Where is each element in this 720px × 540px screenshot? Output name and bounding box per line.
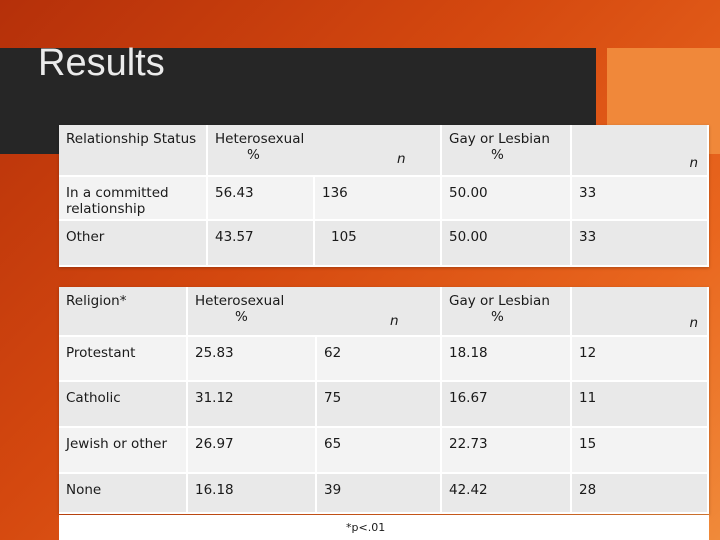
gay-n-cell: 33: [572, 221, 709, 267]
header-gay-n: n: [689, 315, 698, 331]
header-hetero-pct: %: [247, 147, 260, 163]
header-gay-n-cell: n: [572, 287, 709, 337]
header-hetero-pct: %: [235, 309, 248, 325]
slide-title: Results: [38, 42, 165, 84]
table-header-row: Religion* Heterosexual % Gay or Lesbian …: [59, 287, 709, 337]
header-heterosexual: Heterosexual %: [208, 125, 442, 177]
religion-table: Religion* Heterosexual % Gay or Lesbian …: [59, 287, 709, 514]
gay-pct-cell: 50.00: [442, 177, 572, 221]
header-hetero-n: n: [390, 313, 399, 329]
hetero-pct-cell: 31.12: [188, 382, 317, 428]
row-label: In a committed relationship: [59, 177, 208, 221]
header-hetero-label: Heterosexual: [195, 293, 285, 309]
header-gay-label: Gay or Lesbian: [449, 131, 550, 147]
header-heterosexual: Heterosexual %: [188, 287, 442, 337]
row-label: Jewish or other: [59, 428, 188, 474]
table-row: None 16.18 39 42.42 28: [59, 474, 709, 514]
gay-pct-cell: 42.42: [442, 474, 572, 514]
hetero-pct-cell: 43.57: [208, 221, 315, 267]
header-category: Religion*: [59, 287, 188, 337]
hetero-pct-cell: 16.18: [188, 474, 317, 514]
gay-n-cell: 33: [572, 177, 709, 221]
hetero-n-cell: 62: [317, 337, 442, 382]
header-gay-lesbian: Gay or Lesbian %: [442, 287, 572, 337]
table-row: Jewish or other 26.97 65 22.73 15: [59, 428, 709, 474]
row-label: Catholic: [59, 382, 188, 428]
hetero-pct-cell: 26.97: [188, 428, 317, 474]
hetero-n-cell: 39: [317, 474, 442, 514]
gay-n-cell: 28: [572, 474, 709, 514]
hetero-pct-cell: 25.83: [188, 337, 317, 382]
hetero-n-cell: 136: [315, 177, 442, 221]
table-row: Other 43.57 105 50.00 33: [59, 221, 709, 267]
header-gay-pct: %: [491, 147, 504, 163]
header-category: Relationship Status: [59, 125, 208, 177]
header-gay-n-cell: n: [572, 125, 709, 177]
hetero-n-cell: 105: [315, 221, 442, 267]
row-label: Other: [59, 221, 208, 267]
gay-pct-cell: 16.67: [442, 382, 572, 428]
table-row: Protestant 25.83 62 18.18 12: [59, 337, 709, 382]
hetero-n-cell: 65: [317, 428, 442, 474]
gay-n-cell: 12: [572, 337, 709, 382]
header-gay-lesbian: Gay or Lesbian %: [442, 125, 572, 177]
gay-pct-cell: 22.73: [442, 428, 572, 474]
row-label: None: [59, 474, 188, 514]
footnote: *p<.01: [346, 521, 386, 534]
gay-pct-cell: 50.00: [442, 221, 572, 267]
table-row: Catholic 31.12 75 16.67 11: [59, 382, 709, 428]
header-hetero-label: Heterosexual: [215, 131, 305, 147]
table-row: In a committed relationship 56.43 136 50…: [59, 177, 709, 221]
hetero-pct-cell: 56.43: [208, 177, 315, 221]
header-gay-n: n: [689, 155, 698, 171]
row-label: Protestant: [59, 337, 188, 382]
table-header-row: Relationship Status Heterosexual % Gay o…: [59, 125, 709, 177]
header-gay-label: Gay or Lesbian: [449, 293, 550, 309]
gay-pct-cell: 18.18: [442, 337, 572, 382]
gay-n-cell: 15: [572, 428, 709, 474]
header-hetero-n: n: [397, 151, 406, 167]
gay-n-cell: 11: [572, 382, 709, 428]
header-gay-pct: %: [491, 309, 504, 325]
relationship-status-table: Relationship Status Heterosexual % Gay o…: [59, 125, 709, 267]
footnote-area: [59, 515, 709, 540]
hetero-n-cell: 75: [317, 382, 442, 428]
